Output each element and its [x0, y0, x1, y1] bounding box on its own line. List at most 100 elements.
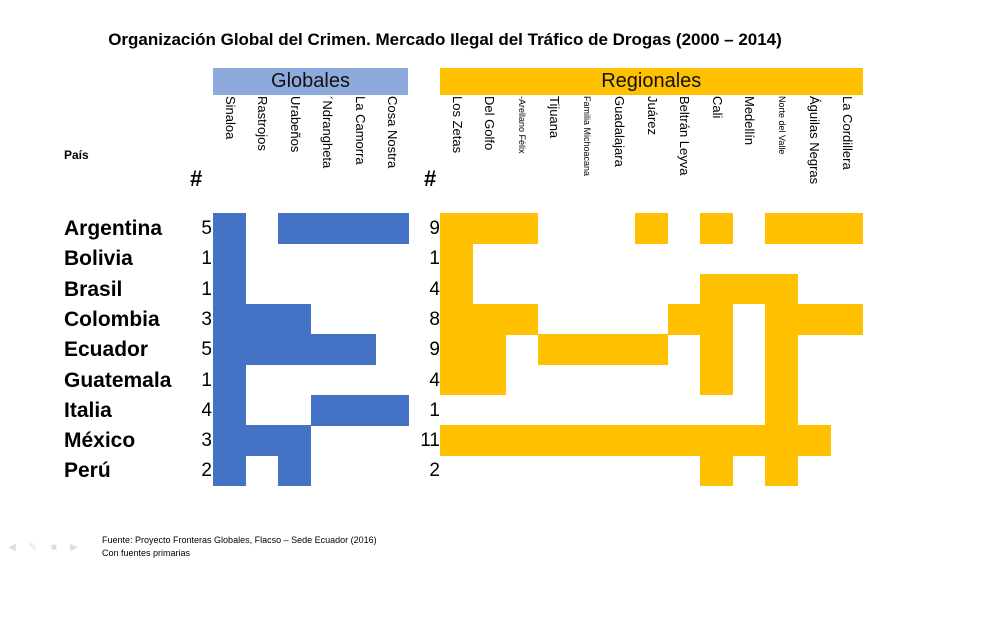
org-label: Los Zetas [449, 96, 465, 154]
org-label: Águilas Negras [807, 96, 822, 185]
country-label: Guatemala [64, 368, 172, 392]
regional-count: 4 [429, 278, 440, 300]
heatmap-cell [700, 273, 734, 305]
org-label: Guadalajara [612, 96, 627, 167]
heatmap-cell [440, 273, 474, 305]
heatmap-cell [375, 394, 409, 426]
heatmap-cell [310, 394, 344, 426]
regional-count: 9 [429, 218, 440, 239]
heatmap-cell [765, 273, 799, 305]
global-count: 1 [201, 278, 212, 300]
heatmap-cell [472, 213, 506, 244]
heatmap-cell [537, 425, 571, 456]
heatmap-cell [602, 334, 636, 366]
heatmap-cell [570, 334, 604, 366]
country-label: México [64, 429, 136, 453]
country-column-label: País [64, 148, 89, 162]
chart-title: Organización Global del Crimen. Mercado … [108, 30, 782, 49]
org-label: Beltrán Leyva [677, 96, 692, 176]
heatmap-cell [765, 303, 799, 335]
org-label: La Cordillera [839, 96, 855, 170]
heatmap-cell [213, 364, 247, 396]
regional-count-header: # [424, 166, 437, 191]
org-label: -Arellano Félix [516, 96, 527, 154]
heatmap-cell [245, 425, 279, 456]
global-count: 1 [201, 248, 212, 270]
heatmap-cell [765, 213, 799, 244]
country-label: Argentina [64, 217, 163, 240]
arrow-right-icon[interactable]: ▶ [70, 542, 78, 553]
org-label: Cosa Nostra [385, 96, 400, 169]
heatmap-cell [765, 364, 799, 396]
global-count: 4 [201, 399, 212, 421]
heatmap-cell [440, 213, 474, 244]
heatmap-cell [343, 394, 377, 426]
heatmap-cell [213, 213, 247, 244]
heatmap-cell [278, 303, 312, 335]
heatmap-cell [797, 213, 831, 244]
heatmap-cell [278, 455, 312, 487]
heatmap-cell [440, 364, 474, 396]
heatmap-cell [505, 425, 539, 456]
heatmap-cell [310, 213, 344, 244]
org-label: La Camorra [352, 96, 368, 165]
heatmap-cell [245, 303, 279, 335]
heatmap-cell [213, 273, 247, 305]
group-header-globales: Globales [213, 68, 408, 95]
footer-source: Fuente: Proyecto Fronteras Globales, Fla… [102, 535, 377, 545]
heatmap-cell [278, 425, 312, 456]
global-count-header: # [190, 166, 203, 191]
heatmap-cell [635, 334, 669, 366]
heatmap-cell [667, 303, 701, 335]
regional-count: 2 [429, 460, 440, 482]
regional-count: 4 [429, 369, 440, 391]
global-count: 5 [201, 339, 212, 361]
heatmap-cell [375, 213, 409, 244]
heatmap-cell [245, 334, 279, 366]
country-label: Brasil [64, 277, 123, 301]
org-label: ´Ndrangheta [320, 96, 335, 169]
org-label: Medellín [742, 96, 757, 146]
heatmap-cell [700, 213, 734, 244]
country-label: Bolivia [64, 247, 133, 271]
heatmap-cell [440, 425, 474, 456]
regional-count: 8 [429, 308, 440, 330]
org-label: Juárez [644, 96, 660, 136]
heatmap-cell [765, 394, 799, 426]
pen-icon[interactable]: ✎ [28, 542, 38, 553]
global-count: 3 [201, 308, 212, 330]
heatmap-cell [732, 273, 766, 305]
arrow-left-icon[interactable]: ◀ [8, 542, 16, 553]
heatmap-cell [505, 303, 539, 335]
regional-count: 9 [429, 339, 440, 361]
heatmap-cell [700, 425, 734, 456]
global-count: 3 [201, 430, 212, 452]
heatmap-cell [213, 394, 247, 426]
heatmap-cell [797, 303, 831, 335]
heatmap-cell [440, 303, 474, 335]
heatmap-cell [797, 425, 831, 456]
org-label: Cali [709, 96, 725, 119]
heatmap-cell [765, 425, 799, 456]
heatmap-cell [732, 425, 766, 456]
heatmap-cell [505, 213, 539, 244]
heatmap-cell [278, 213, 312, 244]
heatmap-cell [667, 425, 701, 456]
heatmap-cell [472, 303, 506, 335]
org-label: Del Golfo [482, 96, 497, 151]
heatmap-cell [830, 303, 864, 335]
regional-count: 1 [429, 399, 440, 421]
org-label: Urabeños [287, 96, 303, 153]
country-label: Ecuador [64, 338, 149, 362]
heatmap-cell [343, 213, 377, 244]
org-label: Tijuana [547, 96, 562, 139]
heatmap-cell [635, 425, 669, 456]
group-header-regionales: Regionales [440, 68, 863, 95]
regional-count: 1 [429, 248, 440, 270]
slides-icon[interactable]: ■ [50, 542, 58, 553]
country-label: Italia [64, 398, 112, 422]
heatmap-cell [213, 243, 247, 275]
heatmap-cell [278, 334, 312, 366]
heatmap-cell [700, 455, 734, 487]
heatmap-cell [700, 334, 734, 366]
